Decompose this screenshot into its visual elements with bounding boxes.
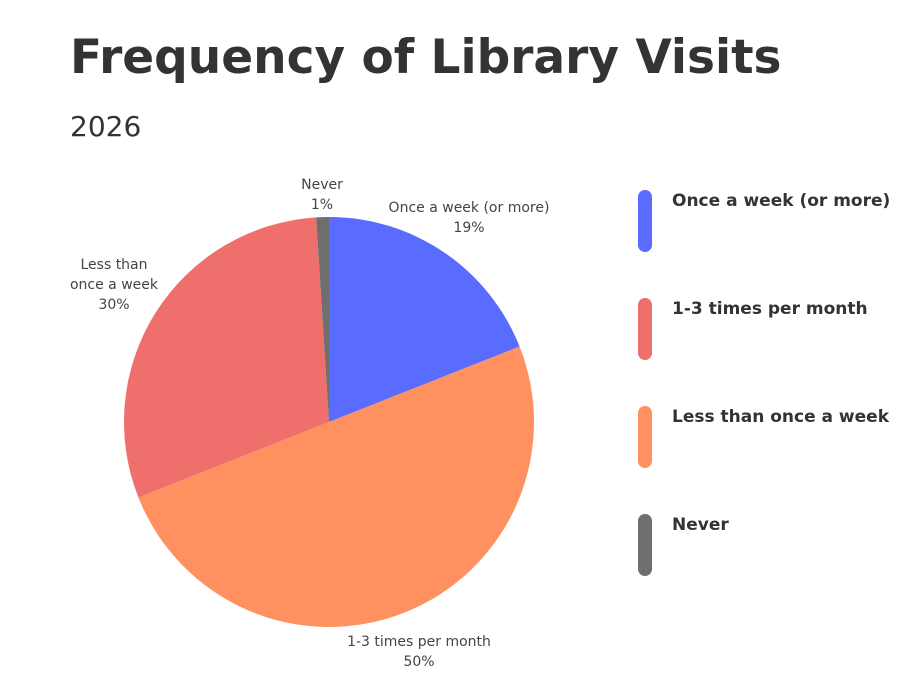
legend-swatch	[638, 406, 652, 468]
legend-swatch	[638, 190, 652, 252]
legend-label: 1-3 times per month	[672, 299, 868, 319]
slice-value: 19%	[453, 220, 485, 236]
slice-category: Less than once a week	[69, 257, 158, 293]
legend-label: Never	[672, 515, 729, 535]
slice-category: Never	[301, 177, 343, 193]
slice-label: Once a week (or more) 19%	[389, 198, 550, 238]
chart-title: Frequency of Library Visits	[70, 30, 782, 85]
slice-value: 30%	[98, 297, 130, 313]
slice-category: Once a week (or more)	[388, 200, 550, 216]
pie-slice	[123, 217, 329, 498]
slice-label: Never 1%	[301, 175, 343, 215]
pie-slice	[316, 217, 329, 422]
legend-swatch	[638, 298, 652, 360]
slice-value: 50%	[403, 654, 435, 670]
slice-category: 1-3 times per month	[347, 634, 491, 650]
pie-slice	[138, 346, 534, 627]
slice-label: Less than once a week 30%	[64, 255, 164, 315]
legend-label: Once a week (or more)	[672, 191, 891, 211]
legend-label: Less than once a week	[672, 407, 890, 427]
pie-slice	[329, 217, 520, 422]
slice-label: 1-3 times per month 50%	[347, 632, 491, 672]
slice-value: 1%	[310, 197, 334, 213]
legend-swatch	[638, 514, 652, 576]
chart-subtitle: 2026	[70, 110, 142, 143]
